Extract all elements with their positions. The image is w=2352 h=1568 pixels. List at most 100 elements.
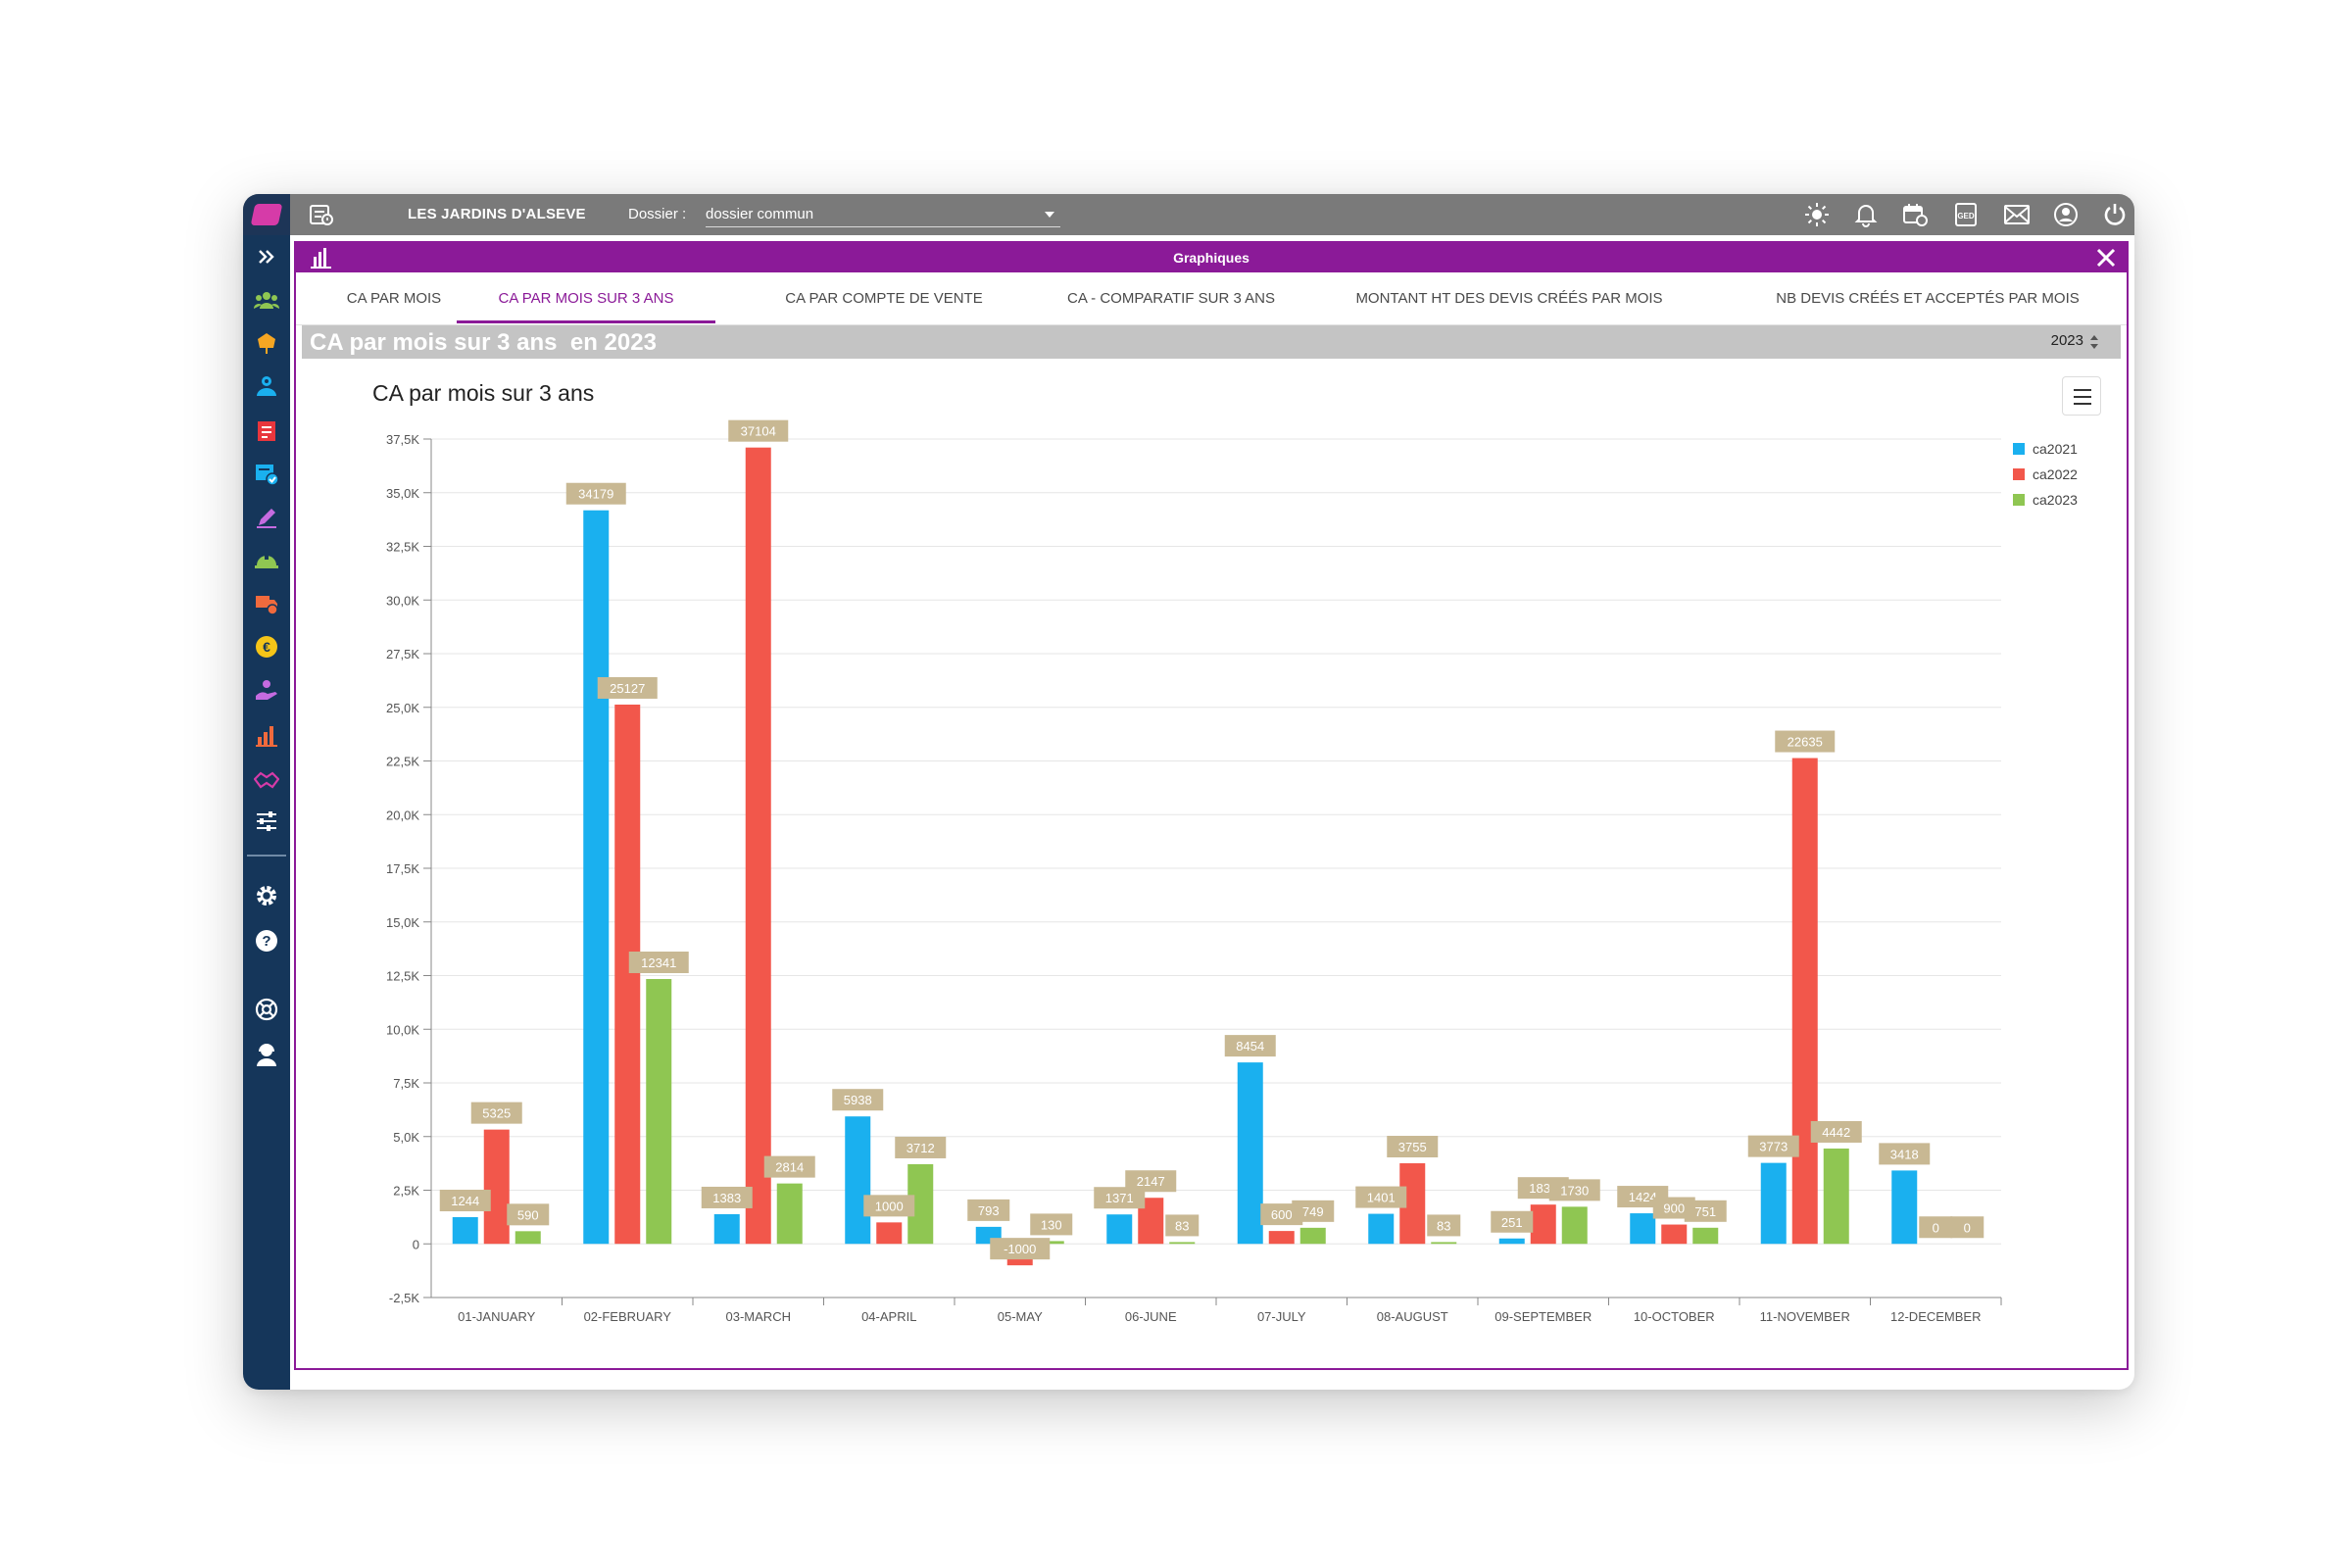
y-tick-label: 30,0K (386, 593, 419, 608)
bar-ca2021[interactable] (1891, 1170, 1918, 1245)
data-label-bg (470, 1102, 522, 1124)
bar-ca2022[interactable] (1791, 758, 1818, 1245)
chart-menu-button[interactable] (2062, 376, 2101, 416)
data-label-bg (628, 951, 689, 973)
bar-ca2023[interactable] (1431, 1242, 1457, 1245)
bar-ca2021[interactable] (1760, 1162, 1787, 1245)
help-icon[interactable]: ? (253, 927, 280, 955)
data-label-bg (1810, 1120, 1862, 1143)
bar-ca2022[interactable] (745, 447, 771, 1245)
sliders-icon[interactable] (253, 808, 280, 835)
sidebar-divider (247, 855, 286, 857)
data-label: 5938 (844, 1093, 872, 1107)
bar-ca2021[interactable] (1498, 1238, 1525, 1245)
documents-icon[interactable] (253, 417, 280, 445)
data-label: 130 (1041, 1217, 1062, 1232)
tab-ca-par-mois-sur-3-ans[interactable]: CA PAR MOIS SUR 3 ANS (457, 286, 715, 323)
bar-ca2023[interactable] (1561, 1206, 1588, 1245)
user-account-icon[interactable] (2052, 202, 2080, 227)
data-label: 1383 (712, 1191, 741, 1205)
data-label-bg (1684, 1200, 1727, 1222)
y-tick-label: 35,0K (386, 486, 419, 501)
tab-montant-ht-devis[interactable]: MONTANT HT DES DEVIS CRÉÉS PAR MOIS (1355, 290, 1663, 307)
bar-ca2023[interactable] (1299, 1227, 1326, 1245)
app-logo[interactable] (243, 194, 290, 235)
bell-icon[interactable] (1852, 202, 1880, 227)
expand-sidebar-icon[interactable] (253, 243, 280, 270)
bar-ca2021[interactable] (1368, 1213, 1395, 1245)
support-wheel-icon[interactable] (253, 996, 280, 1023)
panel-title: Graphiques (1173, 250, 1250, 266)
tab-ca-par-compte-de-vente[interactable]: CA PAR COMPTE DE VENTE (785, 290, 983, 307)
bar-ca2021[interactable] (452, 1217, 478, 1245)
bar-ca2021[interactable] (1630, 1213, 1656, 1245)
bar-ca2022[interactable] (614, 704, 641, 1245)
bar-ca2021[interactable] (845, 1116, 871, 1245)
statistics-icon[interactable] (253, 721, 280, 749)
bar-ca2021[interactable] (1237, 1062, 1263, 1245)
data-label-bg (439, 1190, 491, 1212)
svg-text:€: € (263, 639, 270, 655)
y-tick-label: 5,0K (393, 1130, 419, 1145)
x-tick-label: 11-NOVEMBER (1760, 1309, 1850, 1324)
bar-ca2022[interactable] (1661, 1224, 1688, 1245)
data-label: 1401 (1367, 1191, 1396, 1205)
bar-ca2022[interactable] (876, 1222, 903, 1245)
data-label: -1000 (1004, 1242, 1036, 1256)
clients-icon[interactable] (253, 286, 280, 314)
headset-user-icon[interactable] (253, 1041, 280, 1068)
legend-label[interactable]: ca2023 (2033, 492, 2078, 508)
tab-nb-devis[interactable]: NB DEVIS CRÉÉS ET ACCEPTÉS PAR MOIS (1776, 290, 2080, 307)
mail-icon[interactable] (2003, 202, 2031, 227)
chart-subheader: CA par mois sur 3 ans en 2023 2023 (302, 325, 2121, 359)
bar-ca2021[interactable] (713, 1213, 740, 1245)
tab-ca-par-mois[interactable]: CA PAR MOIS (346, 290, 442, 307)
data-label: 4442 (1822, 1125, 1850, 1140)
bar-ca2023[interactable] (776, 1183, 803, 1245)
x-tick-label: 01-JANUARY (458, 1309, 536, 1324)
bar-ca2021[interactable] (583, 510, 610, 1245)
data-label: 251 (1501, 1215, 1523, 1230)
bar-ca2022[interactable] (1530, 1204, 1556, 1245)
chart-area: CA par mois sur 3 ans 1244 5325 590 34179 25… (335, 367, 2101, 1356)
hand-user-icon[interactable] (253, 676, 280, 704)
bar-ca2023[interactable] (1823, 1148, 1849, 1245)
bar-ca2023[interactable] (1038, 1241, 1064, 1245)
bar-ca2023[interactable] (1692, 1227, 1719, 1245)
ged-icon[interactable]: GED (1952, 202, 1980, 227)
dossier-select[interactable]: dossier commun (706, 202, 1060, 227)
data-label: 5325 (482, 1106, 511, 1121)
pencil-icon[interactable] (253, 504, 280, 531)
helmet-icon[interactable] (253, 547, 280, 574)
bar-ca2023[interactable] (514, 1231, 541, 1245)
x-tick-label: 08-AUGUST (1377, 1309, 1448, 1324)
close-icon[interactable] (2093, 245, 2119, 270)
data-label: 25127 (610, 681, 645, 696)
brightness-icon[interactable] (1803, 202, 1831, 227)
data-label-bg (1879, 1143, 1931, 1165)
plant-icon[interactable] (253, 329, 280, 357)
bar-ca2023[interactable] (1169, 1242, 1196, 1245)
calendar-icon[interactable] (1901, 202, 1929, 227)
power-icon[interactable] (2101, 202, 2129, 227)
x-tick-label: 09-SEPTEMBER (1494, 1309, 1592, 1324)
gear-icon[interactable] (253, 882, 280, 909)
suppliers-icon[interactable] (253, 372, 280, 400)
bar-ca2023[interactable] (646, 978, 672, 1245)
y-tick-label: 2,5K (393, 1184, 419, 1199)
data-label: 37104 (741, 424, 776, 439)
invoices-check-icon[interactable] (253, 461, 280, 488)
truck-icon[interactable] (253, 590, 280, 617)
legend-label[interactable]: ca2021 (2033, 441, 2078, 457)
bar-ca2022[interactable] (483, 1129, 510, 1245)
bar-ca2022[interactable] (1268, 1231, 1295, 1245)
handshake-icon[interactable] (253, 766, 280, 794)
euro-icon[interactable]: € (253, 633, 280, 661)
bar-ca2021[interactable] (1106, 1214, 1133, 1245)
calendar-list-icon[interactable] (308, 202, 335, 227)
data-label: 0 (1964, 1220, 1971, 1235)
legend-label[interactable]: ca2022 (2033, 466, 2078, 482)
year-select[interactable]: 2023 (2017, 328, 2105, 354)
bar-chart: 1244 5325 590 34179 25127 12341 1383 37104 2814 5… (386, 419, 2078, 1324)
tab-ca-comparatif-sur-3-ans[interactable]: CA - COMPARATIF SUR 3 ANS (1067, 290, 1275, 307)
